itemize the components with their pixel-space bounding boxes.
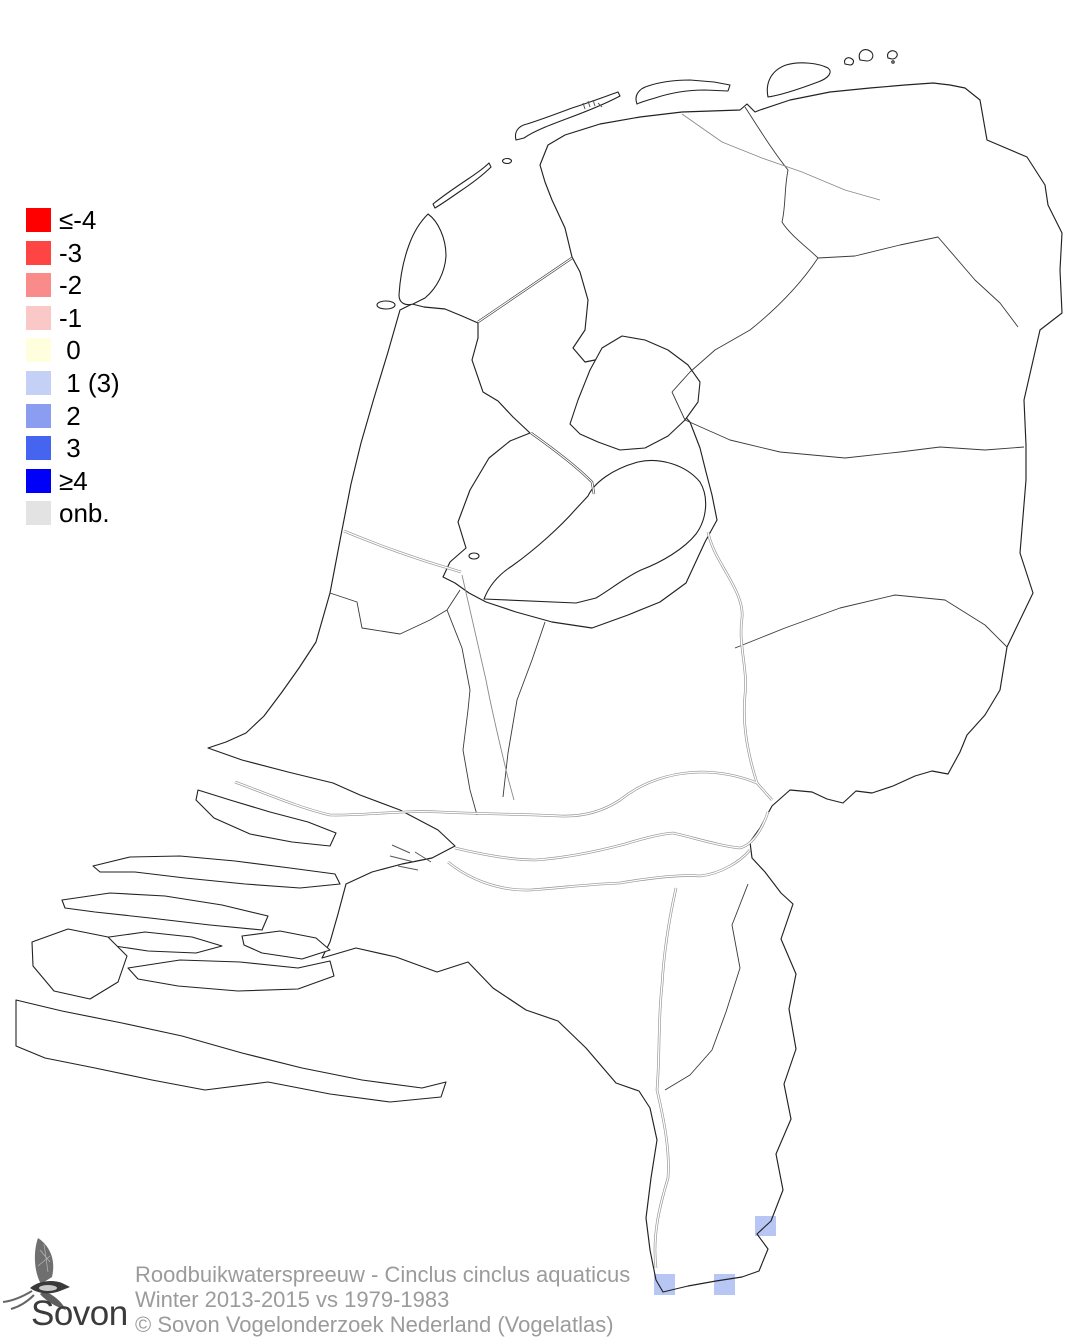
legend-row-plus2: 2 [26, 400, 120, 431]
atlas-blocks [654, 1216, 776, 1295]
map-caption: Roodbuikwaterspreeuw - Cinclus cinclus a… [135, 1262, 630, 1337]
wadden-islands [376, 49, 898, 560]
rivers [234, 113, 881, 1269]
caption-species: Roodbuikwaterspreeuw - Cinclus cinclus a… [135, 1262, 631, 1287]
legend-row-unknown: onb. [26, 498, 120, 529]
legend-label-le-minus4: ≤-4 [59, 205, 97, 235]
legend-row-plus1: 1 (3) [26, 367, 120, 398]
legend-swatch-plus3 [26, 436, 51, 461]
legend-swatch-zero [26, 338, 51, 363]
caption-period: Winter 2013-2015 vs 1979-1983 [135, 1287, 450, 1312]
legend-label-minus2: -2 [59, 270, 83, 301]
legend-row-plus3: 3 [26, 433, 120, 464]
swallow-icon [2, 1238, 70, 1310]
flevoland-polders [483, 335, 707, 604]
legend-label-unknown: onb. [59, 498, 110, 529]
legend-row-minus3: -3 [26, 237, 120, 268]
delta-islands [15, 789, 447, 1103]
legend-swatch-minus3 [26, 240, 51, 265]
legend-row-minus1: -1 [26, 302, 120, 333]
legend-row-ge-plus4: ≥4 [26, 465, 120, 496]
legend-swatch-le-minus4 [26, 208, 51, 232]
legend-swatch-plus2 [26, 403, 51, 428]
legend-swatch-unknown [26, 501, 51, 526]
legend-swatch-minus1 [26, 305, 51, 330]
legend-swatch-plus1 [26, 370, 51, 395]
legend-row-minus2: -2 [26, 270, 120, 301]
legend-row-zero: 0 [26, 335, 120, 366]
legend-label-plus2: 2 [59, 400, 81, 431]
sovon-logo [2, 1238, 70, 1310]
dikes [477, 257, 596, 495]
legend: ≤-4 -3 -2 -1 0 1 (3) 2 3 ≥4 onb. [26, 205, 120, 534]
atlas-block [714, 1274, 735, 1295]
caption-copyright: © Sovon Vogelonderzoek Nederland (Vogela… [135, 1312, 614, 1337]
mainland-coastline [207, 82, 1063, 1293]
legend-swatch-ge-plus4 [26, 468, 51, 493]
legend-swatch-minus2 [26, 273, 51, 298]
legend-label-plus3: 3 [59, 433, 81, 464]
legend-row-le-minus4: ≤-4 [26, 205, 120, 235]
legend-label-ge-plus4: ≥4 [59, 465, 88, 496]
legend-label-minus3: -3 [59, 237, 83, 268]
province-borders [329, 106, 1025, 1091]
atlas-block [654, 1274, 675, 1295]
legend-label-zero: 0 [59, 335, 81, 366]
legend-label-minus1: -1 [59, 302, 83, 333]
legend-label-plus1: 1 (3) [59, 367, 120, 398]
logo-wordmark: Sovon [31, 1294, 128, 1333]
